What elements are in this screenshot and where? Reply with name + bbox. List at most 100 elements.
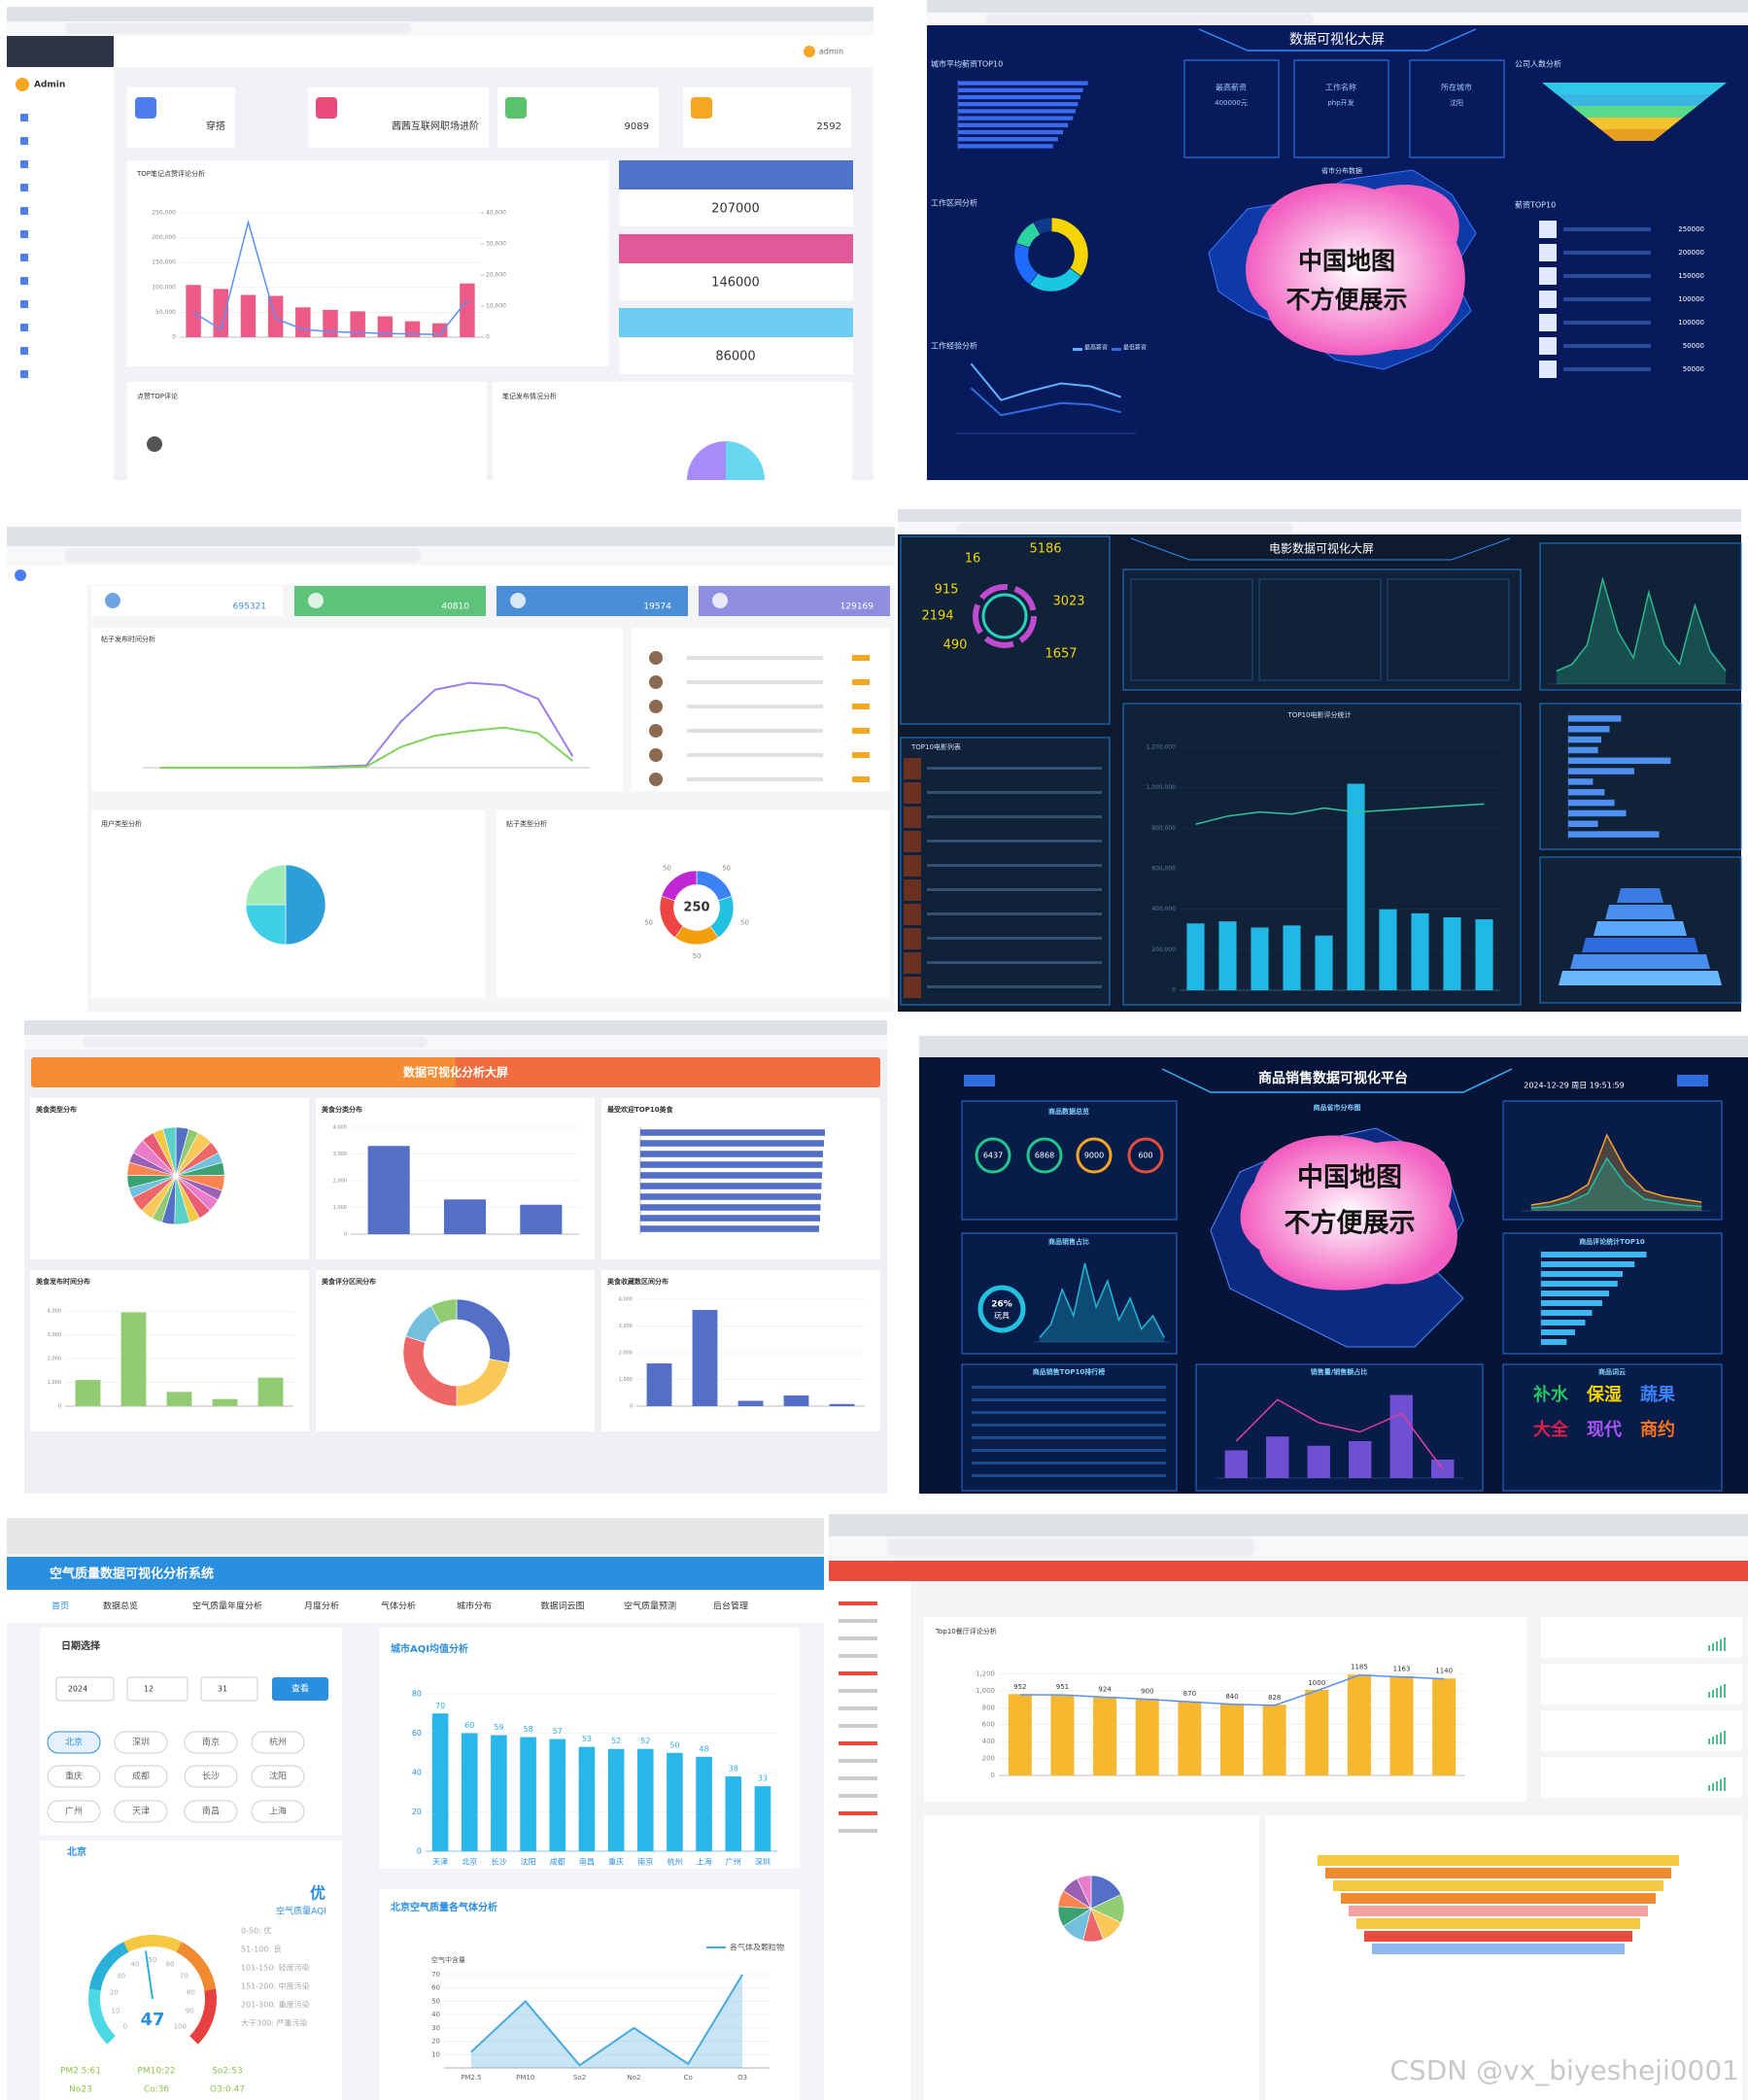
ring (1026, 1137, 1063, 1174)
label: 薪资TOP10 (1515, 200, 1556, 210)
city-button[interactable] (114, 1731, 168, 1754)
poster (904, 977, 921, 998)
city-button[interactable] (184, 1731, 238, 1754)
bar (640, 1151, 823, 1157)
city-button[interactable] (251, 1765, 305, 1788)
bar (1220, 1704, 1244, 1775)
label: 200 (982, 1755, 995, 1763)
label: 后台管理 (713, 1601, 748, 1612)
bar (1135, 1699, 1159, 1775)
label: 490 (943, 638, 968, 653)
company-logo (1539, 337, 1557, 355)
bar (1568, 736, 1601, 743)
bar (829, 1403, 855, 1406)
card-icon (105, 593, 120, 608)
city-button[interactable] (114, 1765, 168, 1788)
button[interactable] (272, 1677, 328, 1701)
label: 1185 (1351, 1664, 1368, 1671)
bar (958, 129, 1063, 135)
label: 48 (699, 1744, 708, 1753)
label: 80 (187, 1989, 195, 1997)
row-text (687, 729, 823, 733)
label: php开发 (1327, 98, 1354, 107)
city-button[interactable] (114, 1800, 168, 1823)
address-bar (985, 14, 1314, 24)
label: 重庆 (65, 1771, 83, 1782)
label: 20,000 (486, 272, 506, 279)
label: 70 (180, 1972, 189, 1980)
city-button[interactable] (47, 1800, 101, 1823)
screenshot: Admin admin 穿搭 茜茜互联网职场进阶 9089 2592 TOP笔记点赞评论分析… (7, 7, 874, 480)
label: 美食类型分布 (36, 1105, 77, 1114)
sub-frame (1387, 578, 1510, 681)
label: 工作经验分析 (931, 341, 977, 351)
label: admin (819, 48, 843, 56)
label: 点赞TOP评论 (137, 392, 178, 400)
bar (166, 1392, 192, 1406)
city-button[interactable] (47, 1731, 101, 1754)
slice (430, 1298, 458, 1325)
label: 中国地图 (1297, 1163, 1402, 1193)
bar (640, 1172, 822, 1179)
label: 50 (431, 1997, 440, 2005)
label: 840 (1225, 1693, 1238, 1701)
bar (1568, 778, 1594, 785)
line (1195, 803, 1485, 825)
label: 0 (172, 334, 176, 341)
row-text (972, 1436, 1166, 1439)
label: 长沙 (202, 1771, 220, 1782)
company-logo (1539, 314, 1557, 331)
button (1677, 1075, 1708, 1086)
bar (1541, 1281, 1618, 1287)
label: 20 (412, 1807, 422, 1816)
label: 90 (186, 2007, 194, 2014)
city-button[interactable] (184, 1800, 238, 1823)
line (970, 362, 1121, 401)
label: 数据总览 (103, 1601, 138, 1612)
bar (607, 1748, 625, 1851)
label: 沈阳 (1450, 98, 1463, 107)
row-text (687, 753, 823, 757)
area-fill (1530, 1158, 1702, 1211)
bar (958, 116, 1074, 120)
select[interactable] (200, 1676, 258, 1702)
label: 3023 (1052, 595, 1084, 609)
bar (1541, 1291, 1609, 1296)
bar (1283, 925, 1301, 990)
bar (958, 81, 1088, 86)
city-button[interactable] (184, 1765, 238, 1788)
sub-frame (1130, 578, 1253, 681)
select[interactable] (55, 1676, 115, 1702)
city-button[interactable] (251, 1800, 305, 1823)
select[interactable] (126, 1676, 189, 1702)
label: 杭州 (269, 1737, 287, 1748)
box (919, 1036, 1748, 1057)
city-button[interactable] (251, 1731, 305, 1754)
label: 58 (523, 1725, 532, 1734)
line (1530, 1133, 1702, 1206)
bar (692, 1310, 718, 1406)
menu-icon (20, 207, 28, 215)
label: 952 (1013, 1683, 1026, 1691)
bar (640, 1204, 821, 1211)
label: TOP笔记点赞评论分析 (136, 169, 205, 178)
label: 915 (935, 583, 959, 598)
city-button[interactable] (47, 1765, 101, 1788)
pyramid-step (1570, 954, 1710, 969)
address-bar (65, 22, 412, 34)
label: 800,000 (1151, 825, 1176, 832)
label: 0 (630, 1404, 633, 1410)
label: 各气体及颗粒物 (730, 1943, 784, 1952)
bar (213, 289, 229, 337)
bar (1178, 1701, 1202, 1775)
frame (1539, 703, 1742, 850)
frame (1122, 568, 1522, 691)
box (493, 382, 852, 480)
funnel-step (1341, 1893, 1656, 1904)
title-frame (1130, 537, 1511, 561)
row-text (927, 985, 1102, 988)
bar (1218, 921, 1237, 990)
label: 沈阳 (269, 1771, 287, 1782)
label: 600 (1138, 1152, 1152, 1160)
